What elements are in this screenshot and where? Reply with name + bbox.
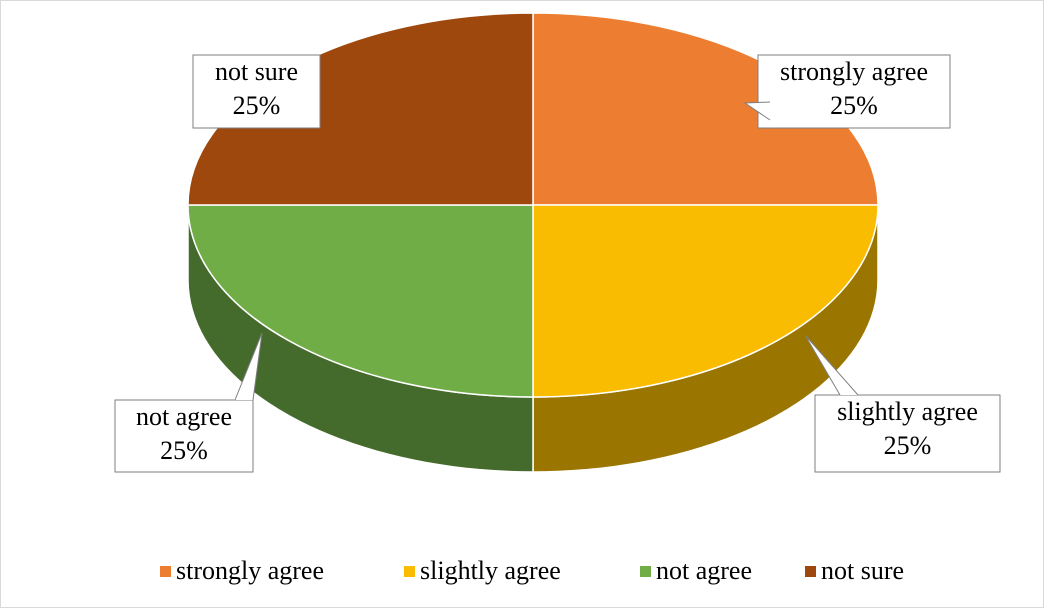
slice xyxy=(532,204,879,398)
slice xyxy=(187,204,534,398)
callout-box xyxy=(192,54,321,129)
callout-pointer xyxy=(804,334,859,396)
data-label-name: not agree xyxy=(136,402,232,431)
legend-swatch xyxy=(160,566,171,577)
legend-swatch xyxy=(404,566,415,577)
callout-box xyxy=(114,399,254,473)
data-label-name: strongly agree xyxy=(780,57,928,86)
data-label: 25% xyxy=(884,431,932,460)
legend-swatch xyxy=(640,566,651,577)
callout-box xyxy=(814,394,1001,473)
legend-label: not agree xyxy=(656,556,752,585)
data-label-name: not sure xyxy=(215,57,298,86)
data-label: 25% xyxy=(233,91,281,120)
callout-pointer xyxy=(234,332,263,401)
legend-swatch xyxy=(805,566,816,577)
legend-label: slightly agree xyxy=(420,556,561,585)
data-label: 25% xyxy=(160,436,208,465)
legend-label: strongly agree xyxy=(176,556,324,585)
legend-label: not sure xyxy=(821,556,904,585)
callout-pointer xyxy=(743,101,771,121)
data-label: 25% xyxy=(830,91,878,120)
data-label-name: slightly agree xyxy=(837,397,978,426)
